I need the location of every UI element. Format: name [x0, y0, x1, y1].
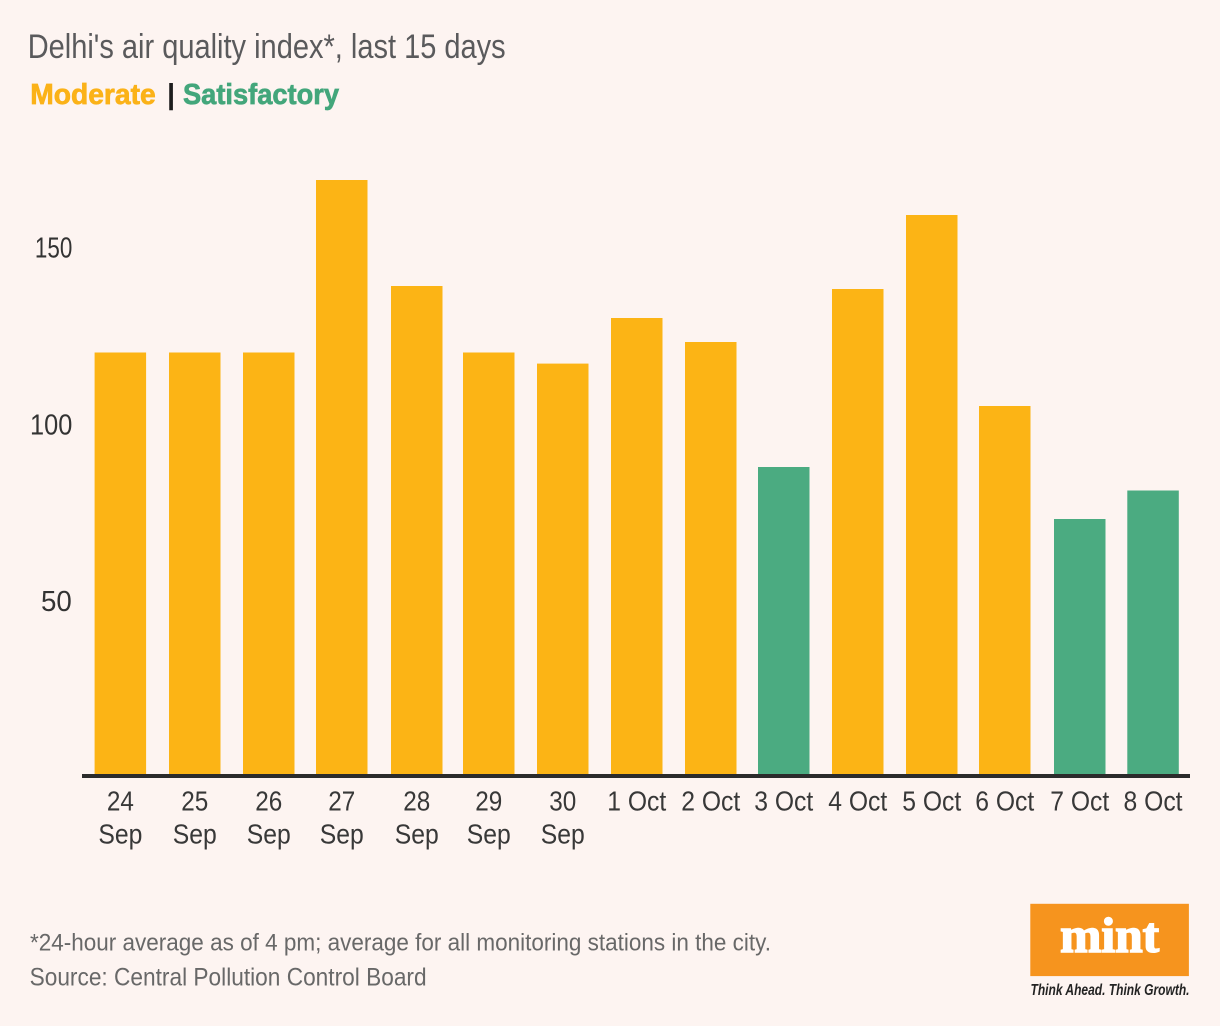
- svg-text:5 Oct: 5 Oct: [902, 786, 961, 817]
- svg-text:8 Oct: 8 Oct: [1124, 786, 1183, 817]
- svg-text:150: 150: [35, 233, 72, 265]
- svg-text:mint: mint: [1060, 907, 1159, 963]
- svg-text:100: 100: [30, 409, 72, 441]
- svg-text:1 Oct: 1 Oct: [607, 786, 666, 817]
- svg-text:27: 27: [328, 786, 355, 817]
- svg-text:25: 25: [181, 786, 208, 817]
- svg-text:Sep: Sep: [395, 819, 439, 850]
- svg-text:Sep: Sep: [541, 819, 585, 850]
- svg-text:Sep: Sep: [247, 819, 291, 850]
- svg-text:3 Oct: 3 Oct: [754, 786, 813, 817]
- svg-text:|: |: [167, 79, 175, 111]
- svg-text:28: 28: [403, 786, 430, 817]
- svg-text:2 Oct: 2 Oct: [681, 786, 740, 817]
- svg-text:26: 26: [255, 786, 282, 817]
- svg-text:Sep: Sep: [173, 819, 217, 850]
- svg-text:Satisfactory: Satisfactory: [183, 79, 339, 111]
- svg-text:24: 24: [107, 786, 134, 817]
- svg-text:7 Oct: 7 Oct: [1050, 786, 1109, 817]
- svg-text:Sep: Sep: [467, 819, 511, 850]
- svg-text:*24-hour average as of 4 pm; a: *24-hour average as of 4 pm; average for…: [30, 930, 771, 957]
- svg-text:Think Ahead. Think Growth.: Think Ahead. Think Growth.: [1031, 982, 1190, 999]
- svg-text:4 Oct: 4 Oct: [828, 786, 887, 817]
- svg-text:29: 29: [475, 786, 502, 817]
- svg-text:Source: Central Pollution Cont: Source: Central Pollution Control Board: [30, 964, 427, 992]
- svg-text:6 Oct: 6 Oct: [975, 786, 1034, 817]
- svg-text:Sep: Sep: [320, 819, 364, 850]
- svg-text:30: 30: [549, 786, 576, 817]
- svg-text:Delhi's air quality index*, la: Delhi's air quality index*, last 15 days: [28, 28, 506, 66]
- svg-text:50: 50: [41, 586, 72, 618]
- svg-text:Sep: Sep: [98, 819, 142, 850]
- svg-text:Moderate: Moderate: [30, 79, 156, 111]
